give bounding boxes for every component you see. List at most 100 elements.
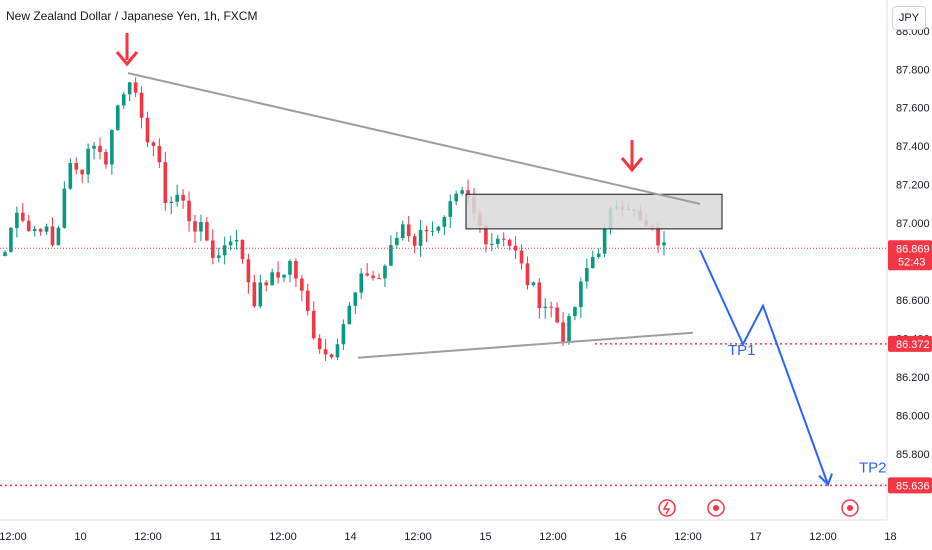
price-tag-0: 86.869 [896, 243, 930, 255]
price-tick-2: 87.600 [896, 103, 930, 115]
candle-111 [662, 231, 666, 256]
candle-90 [537, 278, 542, 319]
candle-33 [199, 214, 203, 242]
tp2-label[interactable]: TP2 [859, 459, 887, 476]
dividend-event-icon [658, 499, 676, 517]
time-tick-0: 12:00 [0, 531, 27, 543]
projection-arrowhead-icon [818, 473, 833, 487]
candle-73 [436, 225, 441, 234]
candle-31 [187, 191, 191, 232]
candle-71 [424, 225, 429, 243]
lower-trendline[interactable] [357, 331, 694, 359]
candle-23 [139, 86, 144, 129]
candle-83 [495, 234, 500, 248]
candle-60 [359, 268, 364, 299]
price-tick-6: 86.600 [896, 295, 930, 307]
price-tag-countdown: 52:43 [898, 256, 926, 268]
candle-28 [169, 196, 174, 215]
price-tick-4: 87.200 [896, 180, 930, 192]
candle-17 [104, 148, 108, 169]
price-tag-bg-0 [888, 240, 932, 271]
candle-30 [181, 189, 185, 209]
candle-72 [430, 221, 435, 237]
price-tag-bg-1 [888, 335, 932, 352]
candle-6 [38, 228, 43, 236]
candle-96 [573, 306, 577, 321]
candle-85 [507, 238, 512, 251]
candle-34 [205, 216, 209, 242]
retest-arrow-icon[interactable] [620, 140, 644, 173]
price-tick-10: 85.800 [896, 449, 930, 461]
projection-path[interactable] [699, 249, 829, 485]
candle-25 [151, 140, 156, 157]
candle-86 [513, 236, 518, 260]
candle-92 [549, 301, 553, 318]
candle-54 [323, 338, 328, 361]
candle-45 [270, 268, 274, 286]
candle-39 [234, 229, 239, 250]
time-tick-13: 18 [884, 531, 896, 543]
candle-93 [555, 302, 559, 324]
candle-75 [448, 194, 453, 229]
candle-1 [9, 227, 13, 253]
candle-21 [127, 82, 132, 102]
candle-69 [412, 233, 417, 254]
price-tick-1: 87.800 [896, 64, 930, 76]
candle-91 [543, 298, 548, 319]
candle-32 [193, 214, 197, 243]
time-tick-10: 12:00 [674, 531, 702, 543]
candle-19 [116, 104, 120, 131]
candle-55 [329, 353, 334, 360]
candle-65 [389, 235, 393, 267]
candle-70 [418, 219, 423, 257]
time-axis[interactable]: 12:00 10 12:00 11 12:00 14 12:00 15 12:00 16 12:00… [0, 519, 897, 543]
candle-40 [240, 239, 245, 264]
candle-12 [74, 157, 79, 175]
candle-67 [400, 220, 405, 241]
tp1-label[interactable]: TP1 [728, 342, 756, 359]
candle-10 [62, 181, 67, 229]
upper-trendline[interactable] [127, 72, 701, 205]
candle-37 [222, 236, 227, 265]
time-tick-4: 12:00 [269, 531, 297, 543]
candle-46 [276, 261, 280, 284]
time-tick-5: 14 [344, 531, 356, 543]
currency-button[interactable]: JPY [892, 6, 926, 30]
candle-27 [163, 151, 168, 211]
candle-38 [228, 235, 233, 251]
candle-41 [246, 253, 251, 294]
price-tick-9: 86.000 [896, 410, 930, 422]
candle-53 [317, 334, 322, 354]
candle-82 [490, 232, 494, 252]
price-tag-bg-2 [888, 477, 932, 494]
candle-61 [365, 263, 369, 277]
candle-13 [80, 169, 84, 184]
price-tick-3: 87.400 [896, 141, 930, 153]
candle-16 [98, 137, 102, 160]
candle-15 [92, 141, 96, 160]
candle-2 [15, 206, 19, 238]
time-tick-3: 11 [210, 531, 221, 543]
candle-36 [216, 247, 221, 263]
peak-arrow-icon[interactable] [115, 33, 139, 67]
chart-title: New Zealand Dollar / Japanese Yen, 1h, F… [6, 9, 258, 23]
candle-18 [110, 129, 114, 175]
time-tick-11: 17 [749, 531, 761, 543]
candle-76 [454, 190, 459, 206]
candle-87 [519, 244, 524, 270]
time-tick-1: 10 [74, 531, 86, 543]
candle-4 [26, 215, 31, 232]
candle-58 [347, 301, 352, 325]
time-tick-8: 12:00 [539, 531, 567, 543]
candle-63 [377, 273, 381, 280]
event-markers [658, 499, 859, 517]
candle-89 [531, 281, 536, 287]
candle-26 [157, 138, 162, 168]
candle-7 [44, 223, 49, 236]
candle-84 [501, 232, 506, 247]
time-tick-12: 12:00 [809, 531, 837, 543]
candle-3 [21, 202, 25, 223]
candle-48 [288, 258, 292, 283]
